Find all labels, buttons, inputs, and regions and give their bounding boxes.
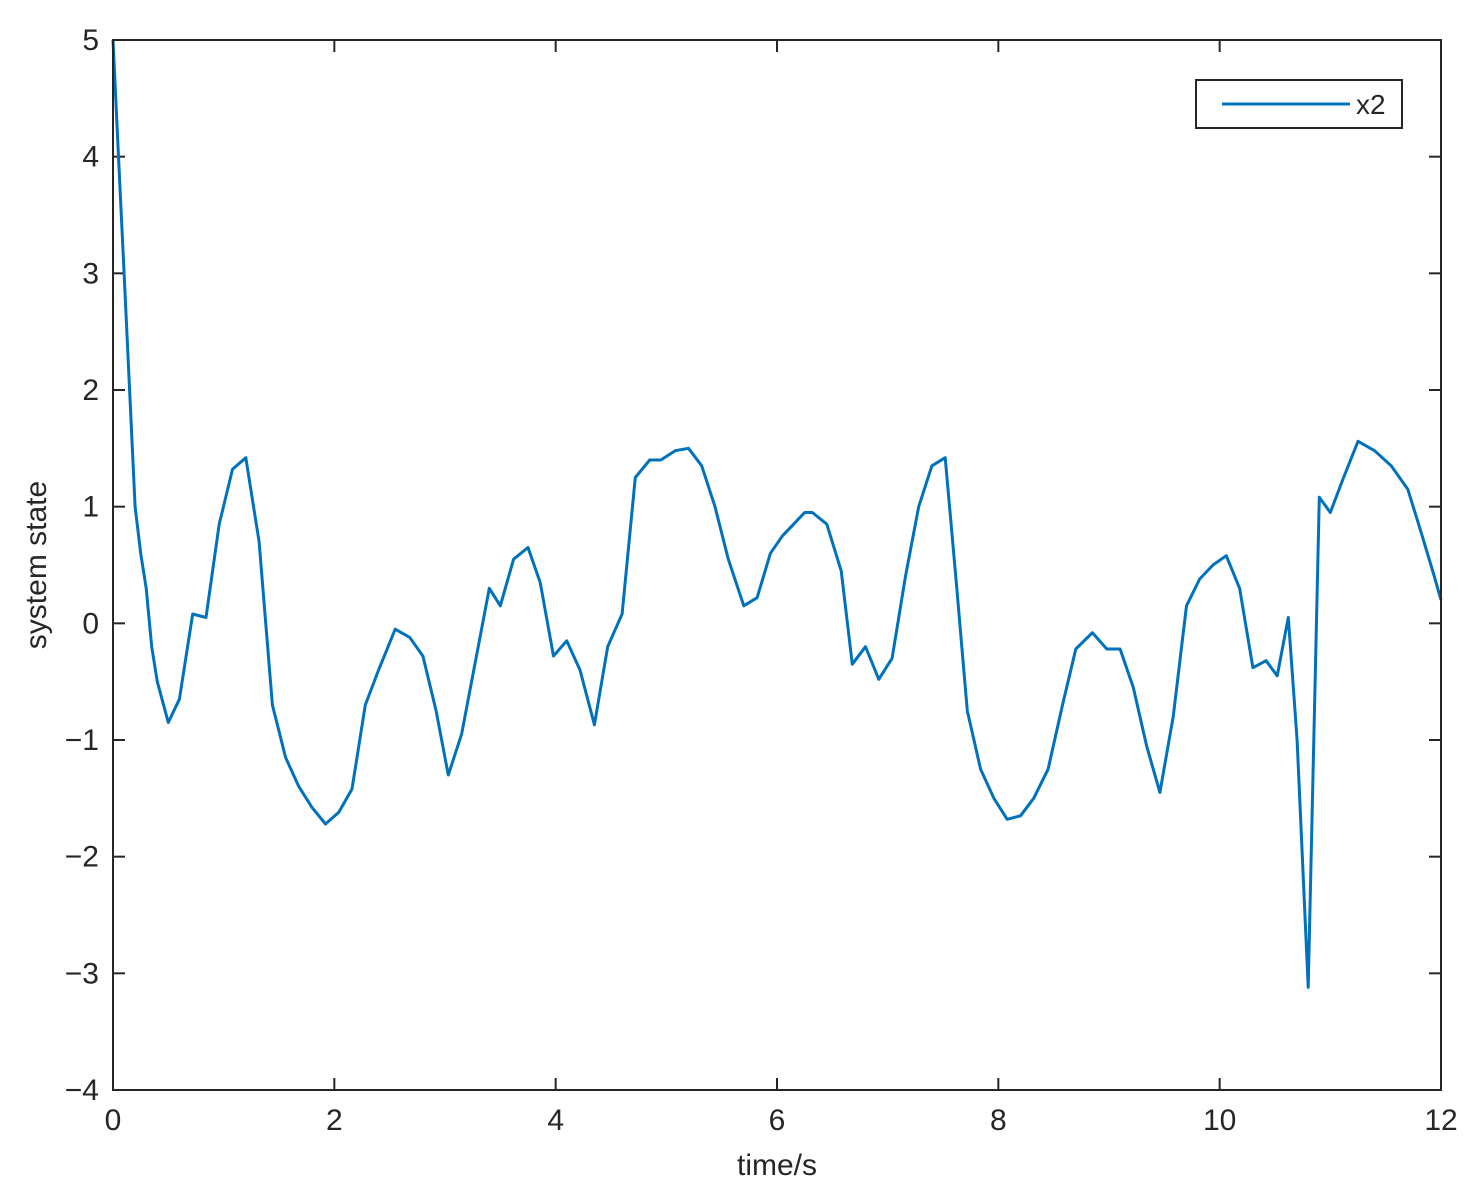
y-tick-label: −1 xyxy=(65,724,99,757)
y-tick-label: −2 xyxy=(65,841,99,874)
x-tick-label: 8 xyxy=(990,1104,1007,1137)
x-tick-label: 0 xyxy=(105,1104,122,1137)
legend: x2 xyxy=(1195,79,1403,129)
x-axis-label: time/s xyxy=(737,1149,817,1182)
x-tick-labels: 0 2 4 6 8 10 12 xyxy=(105,1104,1458,1137)
y-axis-label: system state xyxy=(20,481,53,649)
series-line-x2 xyxy=(111,39,1443,989)
x-tick-label: 2 xyxy=(326,1104,343,1137)
y-tick-label: 2 xyxy=(82,374,99,407)
x-tick-label: 4 xyxy=(547,1104,564,1137)
y-tick-label: 4 xyxy=(82,141,99,174)
x-tick-label: 10 xyxy=(1203,1104,1236,1137)
plot-area xyxy=(113,40,1441,1090)
y-tick-labels: −4 −3 −2 −1 0 1 2 3 4 5 xyxy=(65,24,99,1107)
y-tick-label: 5 xyxy=(82,24,99,57)
legend-label-x2: x2 xyxy=(1356,89,1386,120)
y-tick-label: −4 xyxy=(65,1074,99,1107)
y-tick-label: 3 xyxy=(82,257,99,290)
x-tick-label: 12 xyxy=(1424,1104,1457,1137)
y-tick-label: −3 xyxy=(65,957,99,990)
y-tick-label: 0 xyxy=(82,607,99,640)
plot-frame xyxy=(112,39,1442,1091)
x-tick-label: 6 xyxy=(769,1104,786,1137)
y-tick-label: 1 xyxy=(82,491,99,524)
